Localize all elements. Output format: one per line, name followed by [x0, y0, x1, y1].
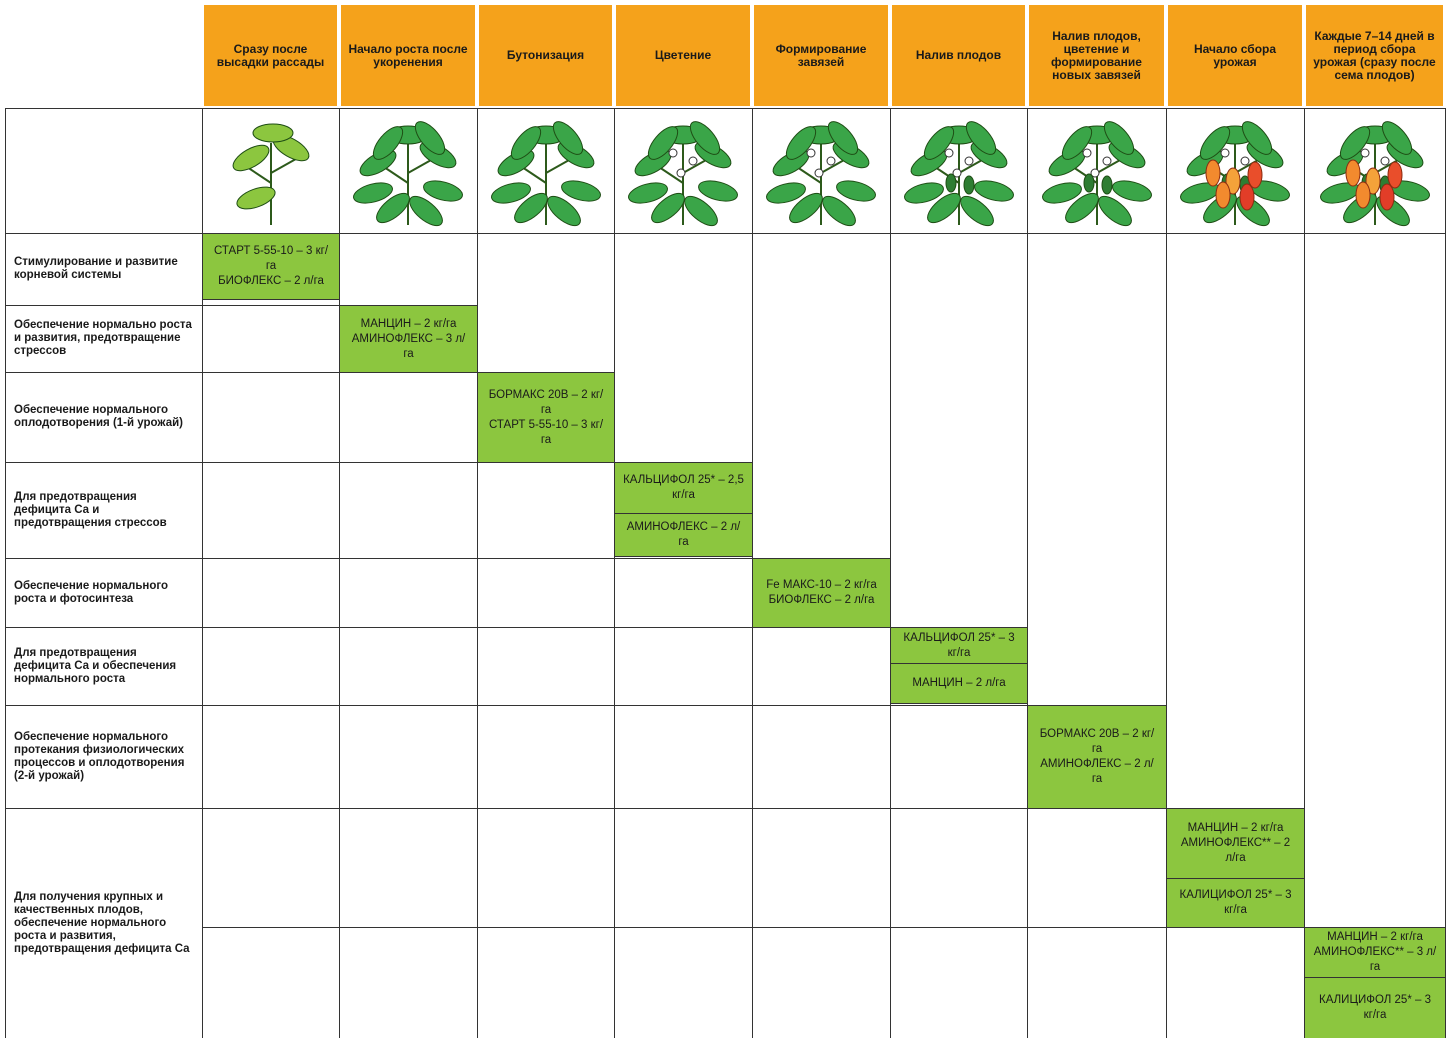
- grid-line: [1166, 108, 1167, 1038]
- product-text: МАНЦИН – 2 кг/га: [1187, 822, 1284, 834]
- plant-icon: [232, 123, 309, 225]
- product-text: БИОФЛЕКС – 2 л/га: [768, 594, 875, 606]
- plant-icon: [766, 121, 876, 227]
- product-text: АМИНОФЛЕКС – 3 л/га: [351, 332, 466, 360]
- plant-icon: [1180, 121, 1290, 227]
- product-text: КАЛЬЦИФОЛ 25* – 2,5 кг/га: [623, 474, 744, 501]
- grid-line: [5, 233, 1445, 234]
- product-text: АМИНОФЛЕКС – 2 л/га: [626, 521, 741, 548]
- grid-line: [202, 108, 203, 1038]
- plant-icon: [903, 121, 1014, 227]
- row-line: [5, 462, 752, 463]
- product-text: КАЛИЦИФОЛ 25* – 3 кг/га: [1179, 889, 1292, 916]
- stage-header: Формирование завязей: [754, 5, 888, 106]
- row-label: Обеспечение нормально роста и развития, …: [14, 319, 192, 357]
- row-line: [5, 705, 1166, 706]
- product-cell: МАНЦИН – 2 кг/га АМИНОФЛЕКС** – 2 л/га: [1166, 808, 1305, 879]
- row-line: [5, 808, 1304, 809]
- product-text: КАЛИЦИФОЛ 25* – 3 кг/га: [1319, 994, 1431, 1021]
- grid-line: [477, 108, 478, 1038]
- product-text: БОРМАКС 20В – 2 кг/га: [1039, 728, 1155, 755]
- product-cell: КАЛИЦИФОЛ 25* – 3 кг/га: [1166, 878, 1305, 928]
- product-cell: МАНЦИН – 2 кг/га АМИНОФЛЕКС** – 3 л/га: [1304, 927, 1446, 978]
- plant-icon: [353, 121, 463, 227]
- product-text: Fe МАКС-10 – 2 кг/га: [766, 579, 877, 591]
- plant-icon: [1319, 121, 1430, 227]
- stage-header: Бутонизация: [479, 5, 612, 106]
- stage-header: Начало роста после укоренения: [341, 5, 475, 106]
- product-cell: КАЛИЦИФОЛ 25* – 3 кг/га: [1304, 977, 1446, 1038]
- row-label: Обеспечение нормального оплодотворения (…: [14, 404, 184, 429]
- row-line: [5, 558, 890, 559]
- product-cell: БОРМАКС 20В – 2 кг/га СТАРТ 5-55-10 – 3 к…: [477, 372, 615, 463]
- product-text: СТАРТ 5-55-10 – 3 кг/га: [488, 418, 604, 446]
- product-text: БОРМАКС 20В – 2 кг/га: [488, 388, 604, 416]
- product-cell: КАЛЬЦИФОЛ 25* – 2,5 кг/га: [614, 462, 753, 514]
- product-cell: МАНЦИН – 2 кг/га АМИНОФЛЕКС – 3 л/га: [339, 305, 478, 373]
- product-text: АМИНОФЛЕКС – 2 л/га: [1040, 758, 1154, 785]
- grid-line: [1445, 108, 1446, 1038]
- grid-line: [614, 108, 615, 1038]
- row-label: Для предотвращения дефицита Са и обеспеч…: [14, 646, 177, 685]
- plant-icon: [1041, 121, 1152, 227]
- product-cell: АМИНОФЛЕКС – 2 л/га: [614, 513, 753, 557]
- grid-line: [339, 108, 340, 1038]
- product-cell: Fe МАКС-10 – 2 кг/га БИОФЛЕКС – 2 л/га: [752, 558, 891, 628]
- stage-header: Налив плодов, цветение и формирование но…: [1029, 5, 1164, 106]
- plant-icon: [628, 121, 738, 227]
- grid-line: [5, 108, 6, 1038]
- product-text: МАНЦИН – 2 кг/га: [360, 317, 457, 330]
- product-cell: БОРМАКС 20В – 2 кг/га АМИНОФЛЕКС – 2 л/га: [1027, 705, 1167, 809]
- row-label: Обеспечение нормального роста и фотосинт…: [14, 579, 169, 605]
- row-line: [202, 927, 1445, 928]
- row-label: Для предотвращения дефицита Са и предотв…: [14, 490, 167, 529]
- product-cell: МАНЦИН – 2 л/га: [890, 663, 1028, 704]
- product-cell: СТАРТ 5-55-10 – 3 кг/га БИОФЛЕКС – 2 л/га: [202, 233, 340, 300]
- product-text: АМИНОФЛЕКС** – 2 л/га: [1180, 837, 1291, 864]
- grid-line: [1027, 108, 1028, 1038]
- grid-line: [1304, 108, 1305, 1038]
- product-text: МАНЦИН – 2 л/га: [912, 677, 1006, 689]
- product-text: СТАРТ 5-55-10 – 3 кг/га: [213, 245, 329, 272]
- product-text: АМИНОФЛЕКС** – 3 л/га: [1313, 946, 1437, 973]
- row-line: [5, 627, 1027, 628]
- row-line: [5, 372, 614, 373]
- row-label: Для получения крупных и качественных пло…: [14, 890, 190, 955]
- stage-header: Начало сбора урожая: [1168, 5, 1302, 106]
- product-text: БИОФЛЕКС – 2 л/га: [218, 275, 324, 287]
- grid-line: [5, 108, 1445, 109]
- product-text: КАЛЬЦИФОЛ 25* – 3 кг/га: [903, 631, 1015, 659]
- row-label: Стимулирование и развитие корневой систе…: [14, 256, 178, 281]
- product-cell: КАЛЬЦИФОЛ 25* – 3 кг/га: [890, 627, 1028, 664]
- stage-header: Каждые 7–14 дней в период сбора урожая (…: [1306, 5, 1443, 106]
- row-line: [5, 305, 477, 306]
- product-text: МАНЦИН – 2 кг/га: [1327, 931, 1423, 943]
- plant-icon: [490, 121, 601, 227]
- row-label: Обеспечение нормального протекания физио…: [14, 730, 185, 782]
- stage-header: Сразу после высадки рассады: [204, 5, 337, 106]
- stage-header: Налив плодов: [892, 5, 1025, 106]
- stage-header: Цветение: [616, 5, 750, 106]
